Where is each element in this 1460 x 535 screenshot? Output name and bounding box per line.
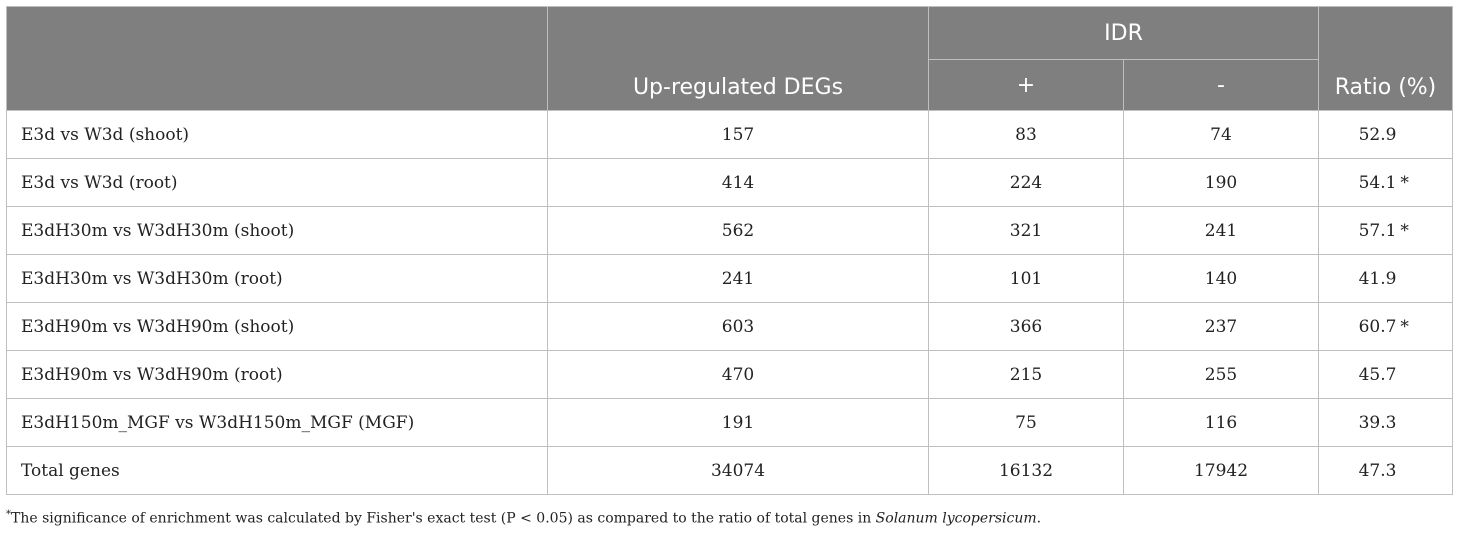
cell-ratio: 54.1 *	[1318, 158, 1453, 207]
cell-up-regulated-degs: 562	[547, 206, 929, 255]
row-label: E3d vs W3d (shoot)	[6, 110, 548, 159]
row-label: E3dH150m_MGF vs W3dH150m_MGF (MGF)	[6, 398, 548, 447]
footnote-text: The significance of enrichment was calcu…	[11, 510, 876, 527]
cell-ratio: 60.7 *	[1318, 302, 1453, 351]
ratio-value: 52.9	[1358, 124, 1397, 145]
cell-idr-minus: 116	[1123, 398, 1319, 447]
cell-idr-plus: 366	[928, 302, 1124, 351]
ratio-value: 60.7	[1358, 316, 1397, 337]
significance-marker: *	[1400, 316, 1409, 337]
header-idr-group: IDR	[928, 6, 1319, 60]
table-row: E3dH30m vs W3dH30m (root) 241 101 140 41.9	[6, 254, 1453, 303]
cell-ratio: 45.7	[1318, 350, 1453, 399]
cell-idr-plus: 215	[928, 350, 1124, 399]
ratio-value: 47.3	[1358, 460, 1397, 481]
cell-ratio: 52.9	[1318, 110, 1453, 159]
cell-idr-minus: 241	[1123, 206, 1319, 255]
cell-up-regulated-degs: 241	[547, 254, 929, 303]
table-row: E3d vs W3d (root) 414 224 190 54.1 *	[6, 158, 1453, 207]
row-label: E3dH30m vs W3dH30m (root)	[6, 254, 548, 303]
header-ratio: Ratio (%)	[1318, 6, 1453, 111]
cell-up-regulated-degs: 470	[547, 350, 929, 399]
cell-idr-minus: 190	[1123, 158, 1319, 207]
row-label: E3dH90m vs W3dH90m (shoot)	[6, 302, 548, 351]
row-label: E3dH30m vs W3dH30m (shoot)	[6, 206, 548, 255]
table-body: E3d vs W3d (shoot) 157 83 74 52.9 E3d vs W3d …	[6, 110, 1453, 495]
row-label: Total genes	[6, 446, 548, 495]
header-row-sub: + -	[7, 59, 1453, 111]
table-row: E3dH30m vs W3dH30m (shoot) 562 321 241 57.1 *	[6, 206, 1453, 255]
deg-idr-table: Up-regulated DEGs IDR Ratio (%) + - E3d …	[6, 6, 1453, 495]
significance-marker: *	[1400, 220, 1409, 241]
cell-idr-plus: 321	[928, 206, 1124, 255]
cell-idr-plus: 101	[928, 254, 1124, 303]
row-label: E3dH90m vs W3dH90m (root)	[6, 350, 548, 399]
footnote: *The significance of enrichment was calc…	[6, 509, 1041, 527]
header-comparison	[6, 6, 548, 111]
table-row: E3dH90m vs W3dH90m (shoot) 603 366 237 60.7 *	[6, 302, 1453, 351]
cell-idr-minus: 74	[1123, 110, 1319, 159]
cell-ratio: 47.3	[1318, 446, 1453, 495]
cell-ratio: 39.3	[1318, 398, 1453, 447]
cell-ratio: 41.9	[1318, 254, 1453, 303]
header-idr-minus: -	[1123, 59, 1319, 111]
cell-idr-minus: 17942	[1123, 446, 1319, 495]
cell-up-regulated-degs: 34074	[547, 446, 929, 495]
cell-up-regulated-degs: 157	[547, 110, 929, 159]
cell-up-regulated-degs: 191	[547, 398, 929, 447]
footnote-marker: *	[6, 509, 11, 520]
ratio-value: 54.1	[1358, 172, 1397, 193]
ratio-value: 39.3	[1358, 412, 1397, 433]
cell-up-regulated-degs: 603	[547, 302, 929, 351]
table-row: E3dH90m vs W3dH90m (root) 470 215 255 45.7	[6, 350, 1453, 399]
cell-ratio: 57.1 *	[1318, 206, 1453, 255]
cell-up-regulated-degs: 414	[547, 158, 929, 207]
ratio-value: 45.7	[1358, 364, 1397, 385]
footnote-end: .	[1036, 510, 1042, 527]
table-row: E3d vs W3d (shoot) 157 83 74 52.9	[6, 110, 1453, 159]
cell-idr-plus: 16132	[928, 446, 1124, 495]
header-up-regulated-degs: Up-regulated DEGs	[547, 6, 929, 111]
table-row: E3dH150m_MGF vs W3dH150m_MGF (MGF) 191 75 1…	[6, 398, 1453, 447]
cell-idr-plus: 83	[928, 110, 1124, 159]
cell-idr-minus: 237	[1123, 302, 1319, 351]
table-row: Total genes 34074 16132 17942 47.3	[6, 446, 1453, 495]
ratio-value: 41.9	[1358, 268, 1397, 289]
header-idr-plus: +	[928, 59, 1124, 111]
ratio-value: 57.1	[1358, 220, 1397, 241]
footnote-species: Solanum lycopersicum	[875, 510, 1037, 527]
cell-idr-plus: 75	[928, 398, 1124, 447]
cell-idr-minus: 255	[1123, 350, 1319, 399]
cell-idr-plus: 224	[928, 158, 1124, 207]
significance-marker: *	[1400, 172, 1409, 193]
header-row-top: Up-regulated DEGs IDR Ratio (%)	[6, 6, 1453, 111]
cell-idr-minus: 140	[1123, 254, 1319, 303]
row-label: E3d vs W3d (root)	[6, 158, 548, 207]
